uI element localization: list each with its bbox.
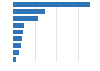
Bar [13, 23, 24, 28]
Bar [13, 36, 22, 41]
Bar [13, 43, 21, 48]
Bar [13, 9, 45, 14]
Bar [13, 30, 23, 34]
Bar [13, 50, 19, 55]
Bar [13, 57, 16, 62]
Bar [13, 2, 90, 7]
Bar [13, 16, 38, 21]
